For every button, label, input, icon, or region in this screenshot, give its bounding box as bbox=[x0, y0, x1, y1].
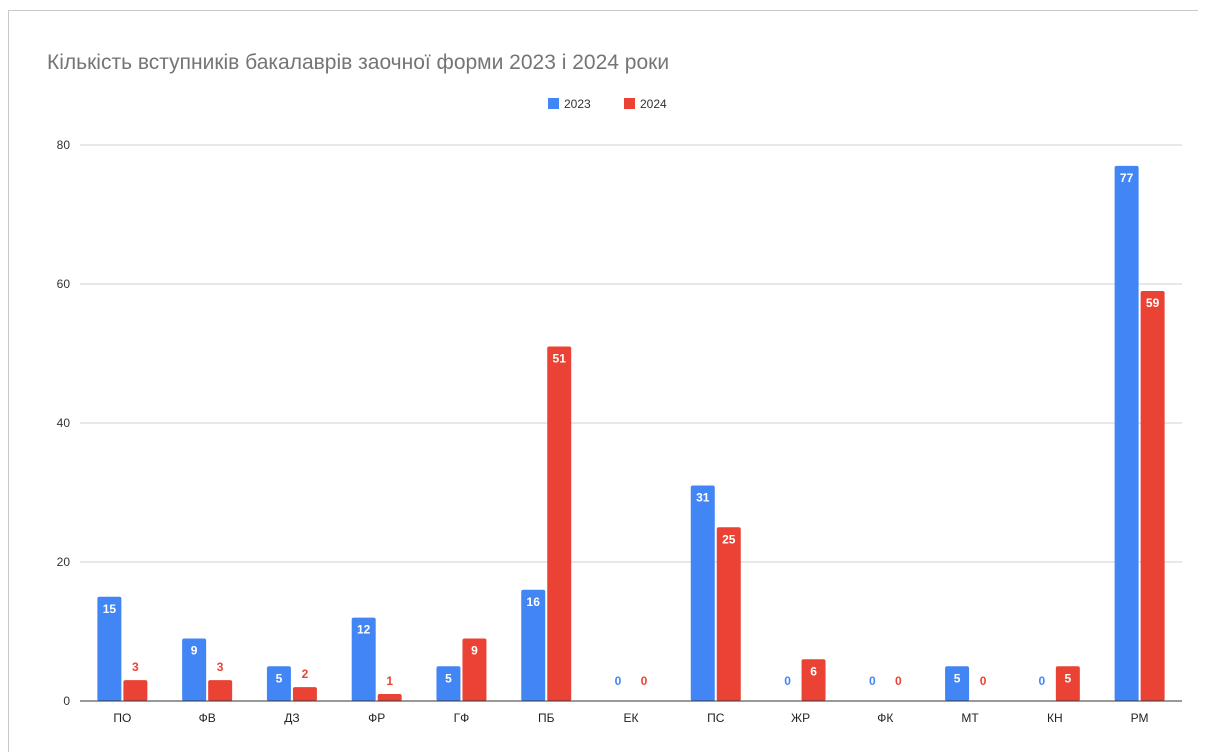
data-label-ДЗ-2024: 2 bbox=[302, 667, 309, 681]
bar-ПО-2024 bbox=[123, 680, 148, 701]
x-tick-label: ЕК bbox=[624, 711, 639, 725]
bar-МТ-2023 bbox=[945, 666, 970, 701]
bar-ПС-2024 bbox=[716, 527, 741, 701]
bar-ФВ-2024 bbox=[208, 680, 233, 701]
data-label-РМ-2024: 59 bbox=[1146, 296, 1160, 310]
bar-ПБ-2023 bbox=[521, 589, 546, 701]
data-label-МТ-2024: 0 bbox=[980, 674, 987, 688]
x-tick-label: ПС bbox=[707, 711, 725, 725]
x-tick-label: ФВ bbox=[199, 711, 216, 725]
data-label-ПО-2023: 15 bbox=[103, 602, 117, 616]
data-label-ЖР-2023: 0 bbox=[784, 674, 791, 688]
x-tick-label: ЖР bbox=[791, 711, 810, 725]
bar-ДЗ-2024 bbox=[292, 687, 317, 701]
legend-label-2023: 2023 bbox=[564, 97, 591, 111]
data-label-ГФ-2023: 5 bbox=[445, 671, 452, 685]
legend-swatch-2024 bbox=[624, 98, 635, 109]
data-label-КН-2023: 0 bbox=[1039, 674, 1046, 688]
x-tick-label: ГФ bbox=[454, 711, 470, 725]
data-label-РМ-2023: 77 bbox=[1120, 171, 1134, 185]
x-axis-labels: ПО ФВ ДЗ ФР ГФ ПБ ЕК ПС ЖР ФК МТ КН РМ bbox=[113, 711, 1148, 725]
data-label-ЖР-2024: 6 bbox=[810, 664, 817, 678]
chart-frame bbox=[8, 10, 1198, 752]
bar-ПО-2023 bbox=[97, 596, 122, 701]
y-tick-label: 80 bbox=[57, 138, 71, 152]
data-label-ЕК-2023: 0 bbox=[615, 674, 622, 688]
legend-label-2024: 2024 bbox=[640, 97, 667, 111]
data-label-КН-2024: 5 bbox=[1065, 671, 1072, 685]
data-label-ПБ-2023: 16 bbox=[527, 595, 541, 609]
gridlines bbox=[80, 144, 1182, 563]
data-label-ФК-2024: 0 bbox=[895, 674, 902, 688]
bar-ДЗ-2023 bbox=[266, 666, 291, 701]
bar-ГФ-2023 bbox=[436, 666, 461, 701]
data-label-ФК-2023: 0 bbox=[869, 674, 876, 688]
x-tick-label: РМ bbox=[1131, 711, 1149, 725]
bar-ФР-2023 bbox=[351, 617, 376, 701]
bar-РМ-2023 bbox=[1114, 165, 1139, 702]
bar-КН-2024 bbox=[1055, 666, 1080, 701]
y-tick-label: 0 bbox=[63, 694, 70, 708]
data-label-ПС-2023: 31 bbox=[696, 491, 710, 505]
data-label-ГФ-2024: 9 bbox=[471, 643, 478, 657]
data-label-ПБ-2024: 51 bbox=[553, 352, 567, 366]
x-tick-label: ДЗ bbox=[284, 711, 299, 725]
bar-ФР-2024 bbox=[377, 694, 402, 701]
data-label-ДЗ-2023: 5 bbox=[276, 671, 283, 685]
data-label-ФР-2024: 1 bbox=[386, 674, 393, 688]
bar-ПС-2023 bbox=[690, 485, 715, 701]
data-label-ФВ-2024: 3 bbox=[217, 660, 224, 674]
bar-РМ-2024 bbox=[1140, 290, 1165, 701]
y-tick-label: 20 bbox=[57, 555, 71, 569]
bar-ГФ-2024 bbox=[462, 638, 487, 701]
legend-swatch-2023 bbox=[548, 98, 559, 109]
bar-ЖР-2024 bbox=[801, 659, 826, 701]
x-tick-label: ПБ bbox=[538, 711, 555, 725]
data-label-ПС-2024: 25 bbox=[722, 532, 736, 546]
y-tick-label: 40 bbox=[57, 416, 71, 430]
x-tick-label: ФР bbox=[368, 711, 385, 725]
chart-title: Кількість вступників бакалаврів заочної … bbox=[47, 51, 669, 74]
bar-ПБ-2024 bbox=[547, 346, 572, 701]
data-label-ПО-2024: 3 bbox=[132, 660, 139, 674]
bar-ФВ-2023 bbox=[182, 638, 207, 701]
x-tick-label: ФК bbox=[877, 711, 893, 725]
legend: 2023 2024 bbox=[548, 97, 667, 111]
x-tick-label: КН bbox=[1047, 711, 1063, 725]
data-label-ФВ-2023: 9 bbox=[191, 643, 198, 657]
y-tick-label: 60 bbox=[57, 277, 71, 291]
y-axis-ticks: 0 20 40 60 80 bbox=[57, 138, 71, 708]
data-label-ЕК-2024: 0 bbox=[641, 674, 648, 688]
data-label-ФР-2023: 12 bbox=[357, 623, 371, 637]
x-tick-label: МТ bbox=[961, 711, 979, 725]
x-tick-label: ПО bbox=[113, 711, 131, 725]
data-label-МТ-2023: 5 bbox=[954, 671, 961, 685]
